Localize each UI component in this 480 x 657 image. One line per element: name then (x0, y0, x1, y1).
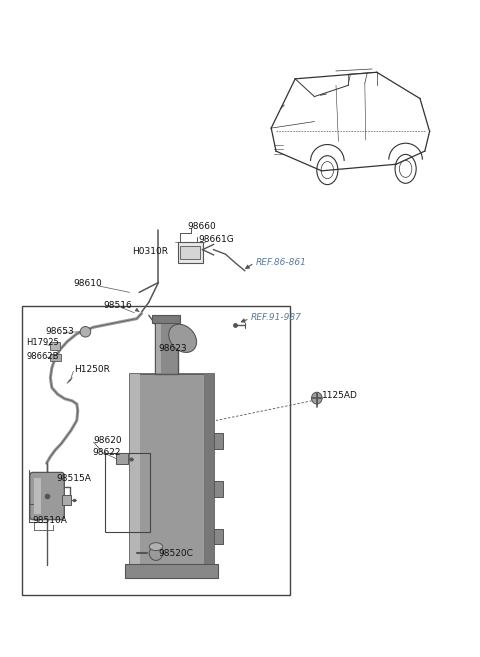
Text: H1250R: H1250R (74, 365, 110, 374)
Bar (153, 315, 180, 323)
Text: 98510A: 98510A (33, 516, 68, 525)
Ellipse shape (312, 392, 322, 404)
Bar (22, 306, 290, 595)
Text: 98623: 98623 (158, 344, 187, 353)
Bar (180, 246, 200, 259)
Bar (214, 481, 223, 497)
Text: 1125AD: 1125AD (322, 391, 358, 400)
Text: 98660: 98660 (187, 222, 216, 231)
Bar (62, 495, 71, 505)
Ellipse shape (149, 546, 163, 560)
Bar (204, 374, 214, 565)
Bar (116, 453, 128, 464)
Bar (50, 354, 61, 361)
Bar (34, 478, 41, 514)
Bar (178, 242, 203, 263)
Text: H0310R: H0310R (132, 247, 168, 256)
Text: 98653: 98653 (46, 327, 74, 336)
FancyBboxPatch shape (30, 472, 64, 520)
Ellipse shape (80, 327, 91, 337)
Bar (214, 434, 223, 449)
Text: 98622: 98622 (92, 447, 120, 457)
Text: 98516: 98516 (103, 301, 132, 310)
Bar (130, 374, 140, 565)
Bar (130, 374, 214, 565)
Bar (105, 453, 150, 532)
Text: 98520C: 98520C (158, 549, 193, 558)
Text: 98620: 98620 (94, 436, 122, 445)
Bar (156, 324, 160, 373)
Text: 98662B: 98662B (26, 351, 59, 361)
Bar (214, 528, 223, 544)
Bar (50, 342, 60, 350)
Text: REF.86-861: REF.86-861 (255, 258, 306, 267)
Bar (155, 322, 178, 374)
Bar (125, 564, 218, 578)
Text: 98661G: 98661G (198, 235, 234, 244)
Text: H17925: H17925 (26, 338, 59, 348)
Text: 98515A: 98515A (57, 474, 92, 483)
Text: 98610: 98610 (73, 279, 102, 288)
Ellipse shape (149, 543, 163, 551)
Text: REF.91-987: REF.91-987 (251, 313, 301, 323)
Ellipse shape (168, 325, 197, 352)
